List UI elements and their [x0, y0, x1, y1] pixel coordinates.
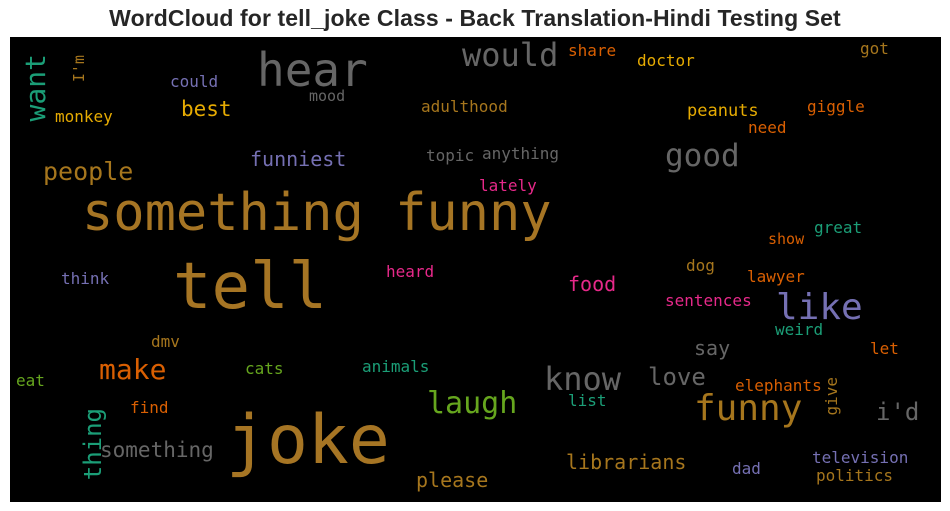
word-think: think [61, 269, 110, 288]
word-dmv: dmv [151, 332, 180, 351]
word-sentences: sentences [665, 291, 752, 310]
word-funniest: funniest [250, 147, 347, 171]
word-something: something [100, 438, 214, 462]
word-giggle: giggle [807, 97, 865, 116]
word-show: show [768, 230, 805, 248]
word-people: people [43, 157, 134, 186]
word-want: want [19, 54, 52, 122]
word-politics: politics [816, 466, 894, 485]
word-could: could [170, 72, 219, 91]
word-something-funny: something funny [82, 183, 552, 243]
word-joke: joke [226, 401, 390, 480]
word-elephants: elephants [735, 376, 822, 395]
word-topic: topic [426, 146, 475, 165]
word-would: would [462, 37, 559, 74]
word-like: like [776, 287, 863, 328]
word-peanuts: peanuts [687, 101, 759, 121]
word-anything: anything [482, 144, 560, 163]
word-great: great [814, 218, 863, 237]
word-got: got [860, 39, 889, 58]
word-love: love [648, 363, 706, 391]
word-know: know [544, 360, 622, 398]
word-good: good [665, 138, 740, 174]
word-give: give [822, 377, 841, 416]
word-im: I'm [70, 55, 88, 83]
word-animals: animals [362, 357, 430, 376]
word-best: best [181, 97, 232, 121]
chart-title: WordCloud for tell_joke Class - Back Tra… [109, 5, 841, 31]
word-hear: hear [257, 43, 368, 97]
word-lately: lately [479, 176, 537, 195]
word-weird: weird [775, 320, 824, 339]
word-adulthood: adulthood [421, 97, 508, 116]
word-please: please [416, 468, 489, 492]
word-tell: tell [173, 250, 328, 324]
word-eat: eat [16, 371, 45, 390]
word-cats: cats [245, 359, 284, 378]
word-television: television [812, 448, 909, 467]
word-dog: dog [686, 256, 715, 275]
word-cloud: joke tell something funny hear would wan… [10, 37, 941, 502]
word-make: make [99, 353, 167, 386]
word-doctor: doctor [637, 51, 695, 70]
word-monkey: monkey [55, 107, 113, 126]
word-say: say [694, 336, 731, 360]
word-let: let [870, 339, 899, 358]
word-dad: dad [732, 459, 761, 478]
word-share: share [568, 41, 617, 60]
word-need: need [748, 118, 787, 137]
word-mood: mood [309, 87, 346, 105]
word-list: list [568, 391, 607, 410]
word-heard: heard [386, 262, 435, 281]
word-food: food [568, 272, 617, 296]
word-lawyer: lawyer [747, 267, 805, 286]
word-laugh: laugh [427, 386, 518, 421]
word-id: i'd [876, 398, 920, 426]
word-funny: funny [694, 388, 803, 429]
word-find: find [130, 398, 169, 417]
word-librarians: librarians [566, 450, 687, 474]
